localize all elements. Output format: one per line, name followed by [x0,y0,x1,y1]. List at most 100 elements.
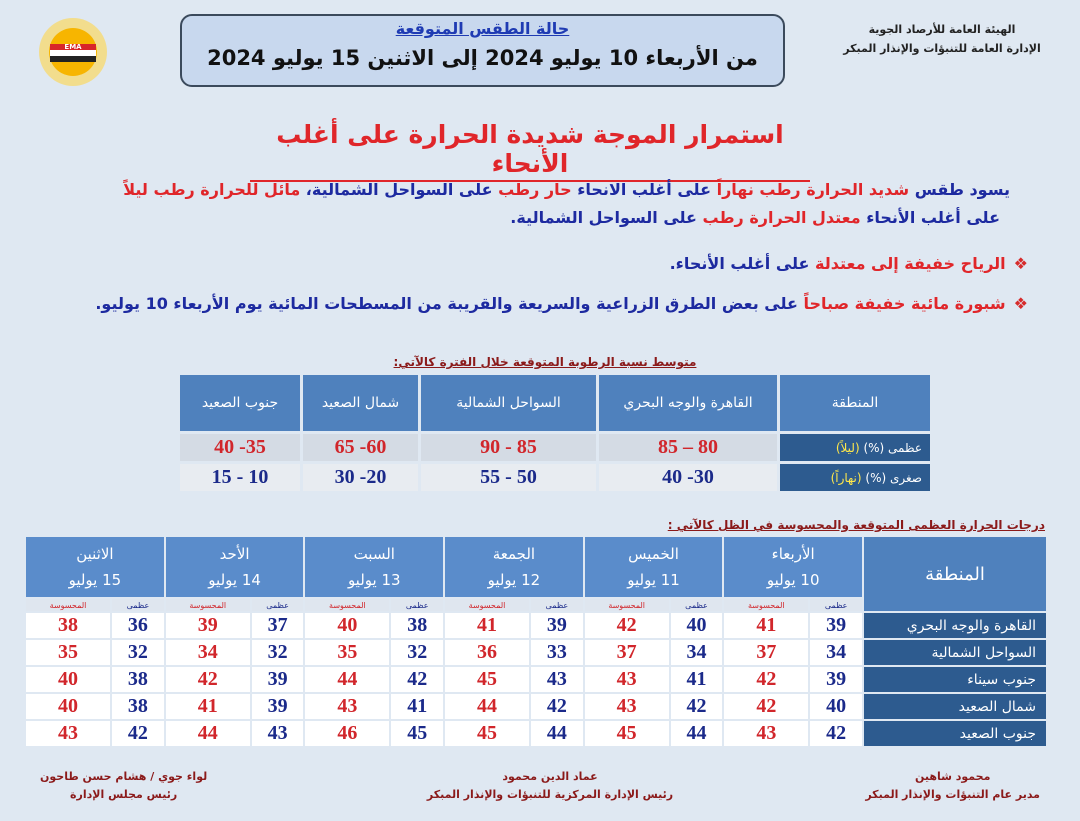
organization-name: الهيئة العامة للأرصاد الجوية الإدارة الع… [832,20,1052,58]
feels-temp: 41 [445,613,529,638]
feels-temp: 35 [305,640,390,665]
header-cell: جنوب الصعيد [180,375,300,431]
signature: عماد الدين محمود رئيس الإدارة المركزية لل… [426,770,674,801]
max-temp: 42 [391,667,444,692]
table-row: القاهرة والوجه البحري 39 41 40 42 39 41 38 40 37 3… [26,613,1046,638]
header-cell: القاهرة والوجه البحري [599,375,777,431]
feels-temp: 37 [724,640,809,665]
day-header: الجمعة 12 يوليو [445,537,583,597]
feels-temp: 38 [26,613,111,638]
feels-temp: 40 [26,667,111,692]
max-temp: 42 [810,721,862,746]
org-line-2: الإدارة العامة للتنبؤات والإنذار المبكر [843,42,1041,55]
feels-temp: 40 [26,694,111,719]
max-temp: 41 [391,694,444,719]
feels-subheader: المحسوسة [584,599,669,611]
table-row: صغرى (%) (نهاراً) 30- 40 50 - 55 20- 30 10 -… [180,464,930,491]
feels-temp: 43 [305,694,390,719]
svg-text:EMA: EMA [64,43,82,51]
feels-temp: 42 [584,613,669,638]
max-temp: 39 [530,613,583,638]
max-temp: 43 [251,721,304,746]
max-temp: 42 [112,721,164,746]
region-name: جنوب الصعيد [864,721,1046,746]
feels-temp: 35 [26,640,111,665]
region-name: جنوب سيناء [864,667,1046,692]
signature: لواء جوي / هشام حسن طاحون رئيس مجلس الإدا… [40,770,208,801]
max-temp: 36 [112,613,164,638]
bullet-icon: ❖ [1013,254,1028,273]
day-header: الاثنين 15 يوليو [26,537,164,597]
region-name: السواحل الشمالية [864,640,1046,665]
max-temp: 42 [530,694,583,719]
max-temp: 40 [810,694,862,719]
feels-temp: 42 [724,694,809,719]
ema-logo: EMA [28,10,118,90]
wind-bullet: ❖الرياح خفيفة إلى معتدلة على أغلب الأنحا… [669,254,1028,273]
region-header: المنطقة [864,537,1046,611]
max-subheader: عظمى [670,599,723,611]
max-temp: 42 [670,694,723,719]
feels-temp: 46 [305,721,390,746]
date-range: من الأربعاء 10 يوليو 2024 إلى الاثنين 15… [207,46,758,70]
humidity-title: متوسط نسبة الرطوبة المتوقعة خلال الفترة … [393,355,697,369]
feels-temp: 43 [724,721,809,746]
feels-temp: 36 [445,640,529,665]
feels-temp: 34 [165,640,250,665]
humidity-table: المنطقة القاهرة والوجه البحري السواحل الشم… [177,372,933,494]
max-temp: 32 [391,640,444,665]
table-row: جنوب سيناء 39 42 41 43 43 45 42 44 39 42 38 40 [26,667,1046,692]
org-line-1: الهيئة العامة للأرصاد الجوية [868,23,1016,36]
max-temp: 34 [670,640,723,665]
max-temp: 38 [112,667,164,692]
day-header: الخميس 11 يوليو [584,537,723,597]
day-header: السبت 13 يوليو [305,537,444,597]
max-temp: 44 [530,721,583,746]
signature: محمود شاهين مدير عام التنبؤات والإنذار ال… [865,770,1040,801]
max-subheader: عظمى [530,599,583,611]
feels-subheader: المحسوسة [724,599,809,611]
region-name: القاهرة والوجه البحري [864,613,1046,638]
table-row: السواحل الشمالية 34 37 34 37 33 36 32 35 32 34 32 35 [26,640,1046,665]
temperature-title: درجات الحرارة العظمى المتوقعة والمحسوسة … [667,518,1045,532]
max-subheader: عظمى [251,599,304,611]
max-temp: 32 [112,640,164,665]
table-row: عظمى (%) (ليلاً) 80 – 85 85 - 90 60- 65 35- … [180,434,930,461]
feels-temp: 43 [26,721,111,746]
bulletin-title: حالة الطقس المتوقعة [395,19,570,38]
feels-temp: 43 [584,694,669,719]
max-temp: 34 [810,640,862,665]
max-temp: 39 [251,667,304,692]
max-temp: 39 [810,613,862,638]
max-temp: 32 [251,640,304,665]
max-subheader: عظمى [810,599,862,611]
feels-temp: 43 [584,667,669,692]
max-temp: 33 [530,640,583,665]
max-temp: 37 [251,613,304,638]
max-temp: 41 [670,667,723,692]
max-temp: 45 [391,721,444,746]
max-temp: 39 [251,694,304,719]
max-subheader: عظمى [391,599,444,611]
feels-temp: 37 [584,640,669,665]
feels-temp: 44 [305,667,390,692]
header-cell: المنطقة [780,375,930,431]
day-header: الأربعاء 10 يوليو [724,537,862,597]
feels-temp: 39 [165,613,250,638]
feels-temp: 44 [165,721,250,746]
feels-temp: 42 [165,667,250,692]
feels-temp: 45 [445,721,529,746]
headline: استمرار الموجة شديدة الحرارة على أغلب ال… [250,120,810,182]
table-row: جنوب الصعيد 42 43 44 45 44 45 45 46 43 44 42 43 [26,721,1046,746]
header-cell: شمال الصعيد [303,375,418,431]
feels-subheader: المحسوسة [26,599,111,611]
feels-subheader: المحسوسة [305,599,390,611]
feels-subheader: المحسوسة [165,599,250,611]
feels-temp: 44 [445,694,529,719]
day-header: الأحد 14 يوليو [165,537,304,597]
max-temp: 38 [112,694,164,719]
fog-bullet: ❖شبورة مائية خفيفة صباحاً على بعض الطرق … [95,294,1028,313]
max-temp: 40 [670,613,723,638]
feels-temp: 45 [445,667,529,692]
header-cell: السواحل الشمالية [421,375,596,431]
